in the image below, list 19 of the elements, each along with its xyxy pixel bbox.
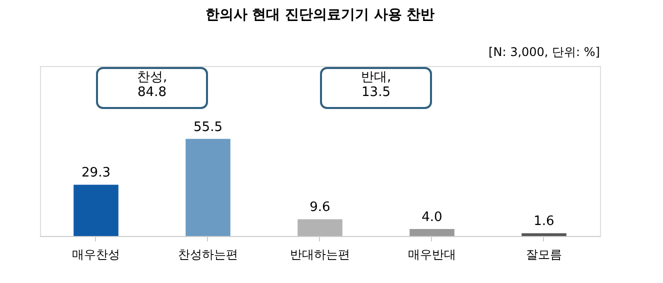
- x-tick-label: 매우찬성: [72, 248, 120, 262]
- bar: [522, 233, 566, 236]
- x-tick-label: 찬성하는편: [178, 248, 238, 262]
- text: 반대, 13.5: [360, 70, 392, 100]
- bar: [186, 138, 230, 236]
- x-tick-label: 반대하는편: [290, 248, 350, 262]
- x-tick-label: 잘모름: [526, 248, 562, 262]
- data-label: 55.5: [194, 120, 222, 135]
- data-label: 4.0: [422, 210, 442, 225]
- text: 찬성, 84.8: [136, 70, 168, 100]
- chart-title: 한의사 현대 진단의료기기 사용 찬반: [205, 7, 435, 23]
- data-label: 29.3: [82, 166, 110, 181]
- chart-subtitle: [N: 3,000, 단위: %]: [488, 45, 600, 59]
- bar: [410, 229, 454, 236]
- x-tick-label: 매우반대: [408, 248, 456, 262]
- bar: [74, 184, 118, 236]
- bar: [298, 219, 342, 236]
- data-label: 1.6: [534, 214, 554, 230]
- data-label: 9.6: [310, 200, 330, 216]
